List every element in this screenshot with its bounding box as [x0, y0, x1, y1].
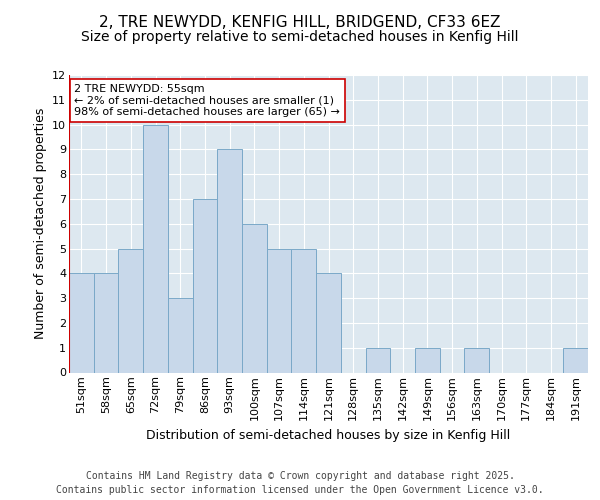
Bar [464, 348, 489, 372]
Bar [118, 248, 143, 372]
Text: 2 TRE NEWYDD: 55sqm
← 2% of semi-detached houses are smaller (1)
98% of semi-det: 2 TRE NEWYDD: 55sqm ← 2% of semi-detache… [74, 84, 340, 117]
Text: Contains HM Land Registry data © Crown copyright and database right 2025.
Contai: Contains HM Land Registry data © Crown c… [56, 471, 544, 495]
Bar [69, 274, 94, 372]
Y-axis label: Number of semi-detached properties: Number of semi-detached properties [34, 108, 47, 340]
Bar [217, 150, 242, 372]
Bar [242, 224, 267, 372]
Bar [365, 348, 390, 372]
Bar [316, 274, 341, 372]
Bar [415, 348, 440, 372]
Text: 2, TRE NEWYDD, KENFIG HILL, BRIDGEND, CF33 6EZ: 2, TRE NEWYDD, KENFIG HILL, BRIDGEND, CF… [99, 15, 501, 30]
Bar [143, 124, 168, 372]
Bar [193, 199, 217, 372]
Bar [292, 248, 316, 372]
Bar [267, 248, 292, 372]
Text: Size of property relative to semi-detached houses in Kenfig Hill: Size of property relative to semi-detach… [81, 30, 519, 44]
Bar [94, 274, 118, 372]
X-axis label: Distribution of semi-detached houses by size in Kenfig Hill: Distribution of semi-detached houses by … [146, 428, 511, 442]
Bar [563, 348, 588, 372]
Bar [168, 298, 193, 372]
